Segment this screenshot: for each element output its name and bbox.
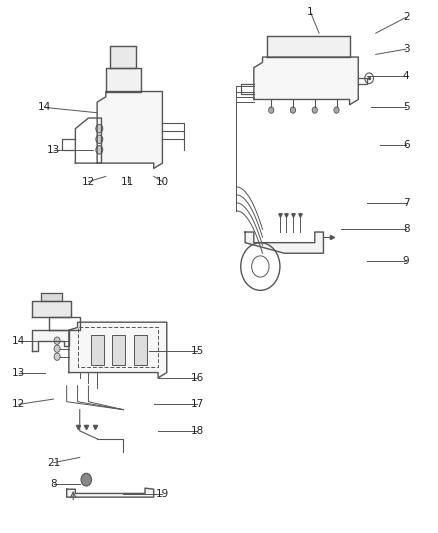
- Polygon shape: [245, 232, 323, 253]
- Text: 21: 21: [47, 458, 60, 467]
- Text: 12: 12: [12, 399, 25, 409]
- Bar: [113, 335, 125, 365]
- Circle shape: [268, 107, 274, 114]
- Text: 19: 19: [156, 489, 169, 499]
- Circle shape: [54, 337, 60, 344]
- Bar: [134, 335, 147, 365]
- Polygon shape: [69, 322, 167, 378]
- Text: 4: 4: [403, 70, 410, 80]
- Circle shape: [312, 107, 318, 114]
- Text: 10: 10: [156, 176, 169, 187]
- Polygon shape: [41, 293, 62, 301]
- Text: 9: 9: [403, 256, 410, 266]
- Polygon shape: [32, 330, 69, 351]
- Circle shape: [54, 353, 60, 360]
- Circle shape: [96, 124, 103, 133]
- Circle shape: [334, 107, 339, 114]
- Text: 16: 16: [191, 373, 204, 383]
- Text: 1: 1: [307, 7, 314, 17]
- Text: 12: 12: [82, 176, 95, 187]
- Text: 18: 18: [191, 426, 204, 436]
- Text: 14: 14: [12, 336, 25, 346]
- Text: 11: 11: [121, 176, 134, 187]
- Text: 17: 17: [191, 399, 204, 409]
- Text: 2: 2: [403, 12, 410, 22]
- Polygon shape: [110, 46, 136, 68]
- Polygon shape: [32, 301, 71, 317]
- Text: 8: 8: [50, 479, 57, 489]
- Text: 6: 6: [403, 140, 410, 150]
- Text: 15: 15: [191, 346, 204, 357]
- Circle shape: [290, 107, 296, 114]
- Circle shape: [96, 135, 103, 143]
- Text: 3: 3: [403, 44, 410, 54]
- Polygon shape: [267, 36, 350, 57]
- Text: 8: 8: [403, 224, 410, 235]
- Text: 14: 14: [38, 102, 52, 112]
- Polygon shape: [67, 488, 154, 497]
- Text: 7: 7: [403, 198, 410, 208]
- Circle shape: [96, 146, 103, 154]
- Circle shape: [54, 345, 60, 352]
- Text: 13: 13: [12, 368, 25, 377]
- Polygon shape: [106, 68, 141, 92]
- Polygon shape: [254, 57, 358, 105]
- Text: 5: 5: [403, 102, 410, 112]
- Circle shape: [81, 473, 92, 486]
- Bar: [91, 335, 104, 365]
- Polygon shape: [97, 92, 162, 168]
- Text: 13: 13: [47, 145, 60, 155]
